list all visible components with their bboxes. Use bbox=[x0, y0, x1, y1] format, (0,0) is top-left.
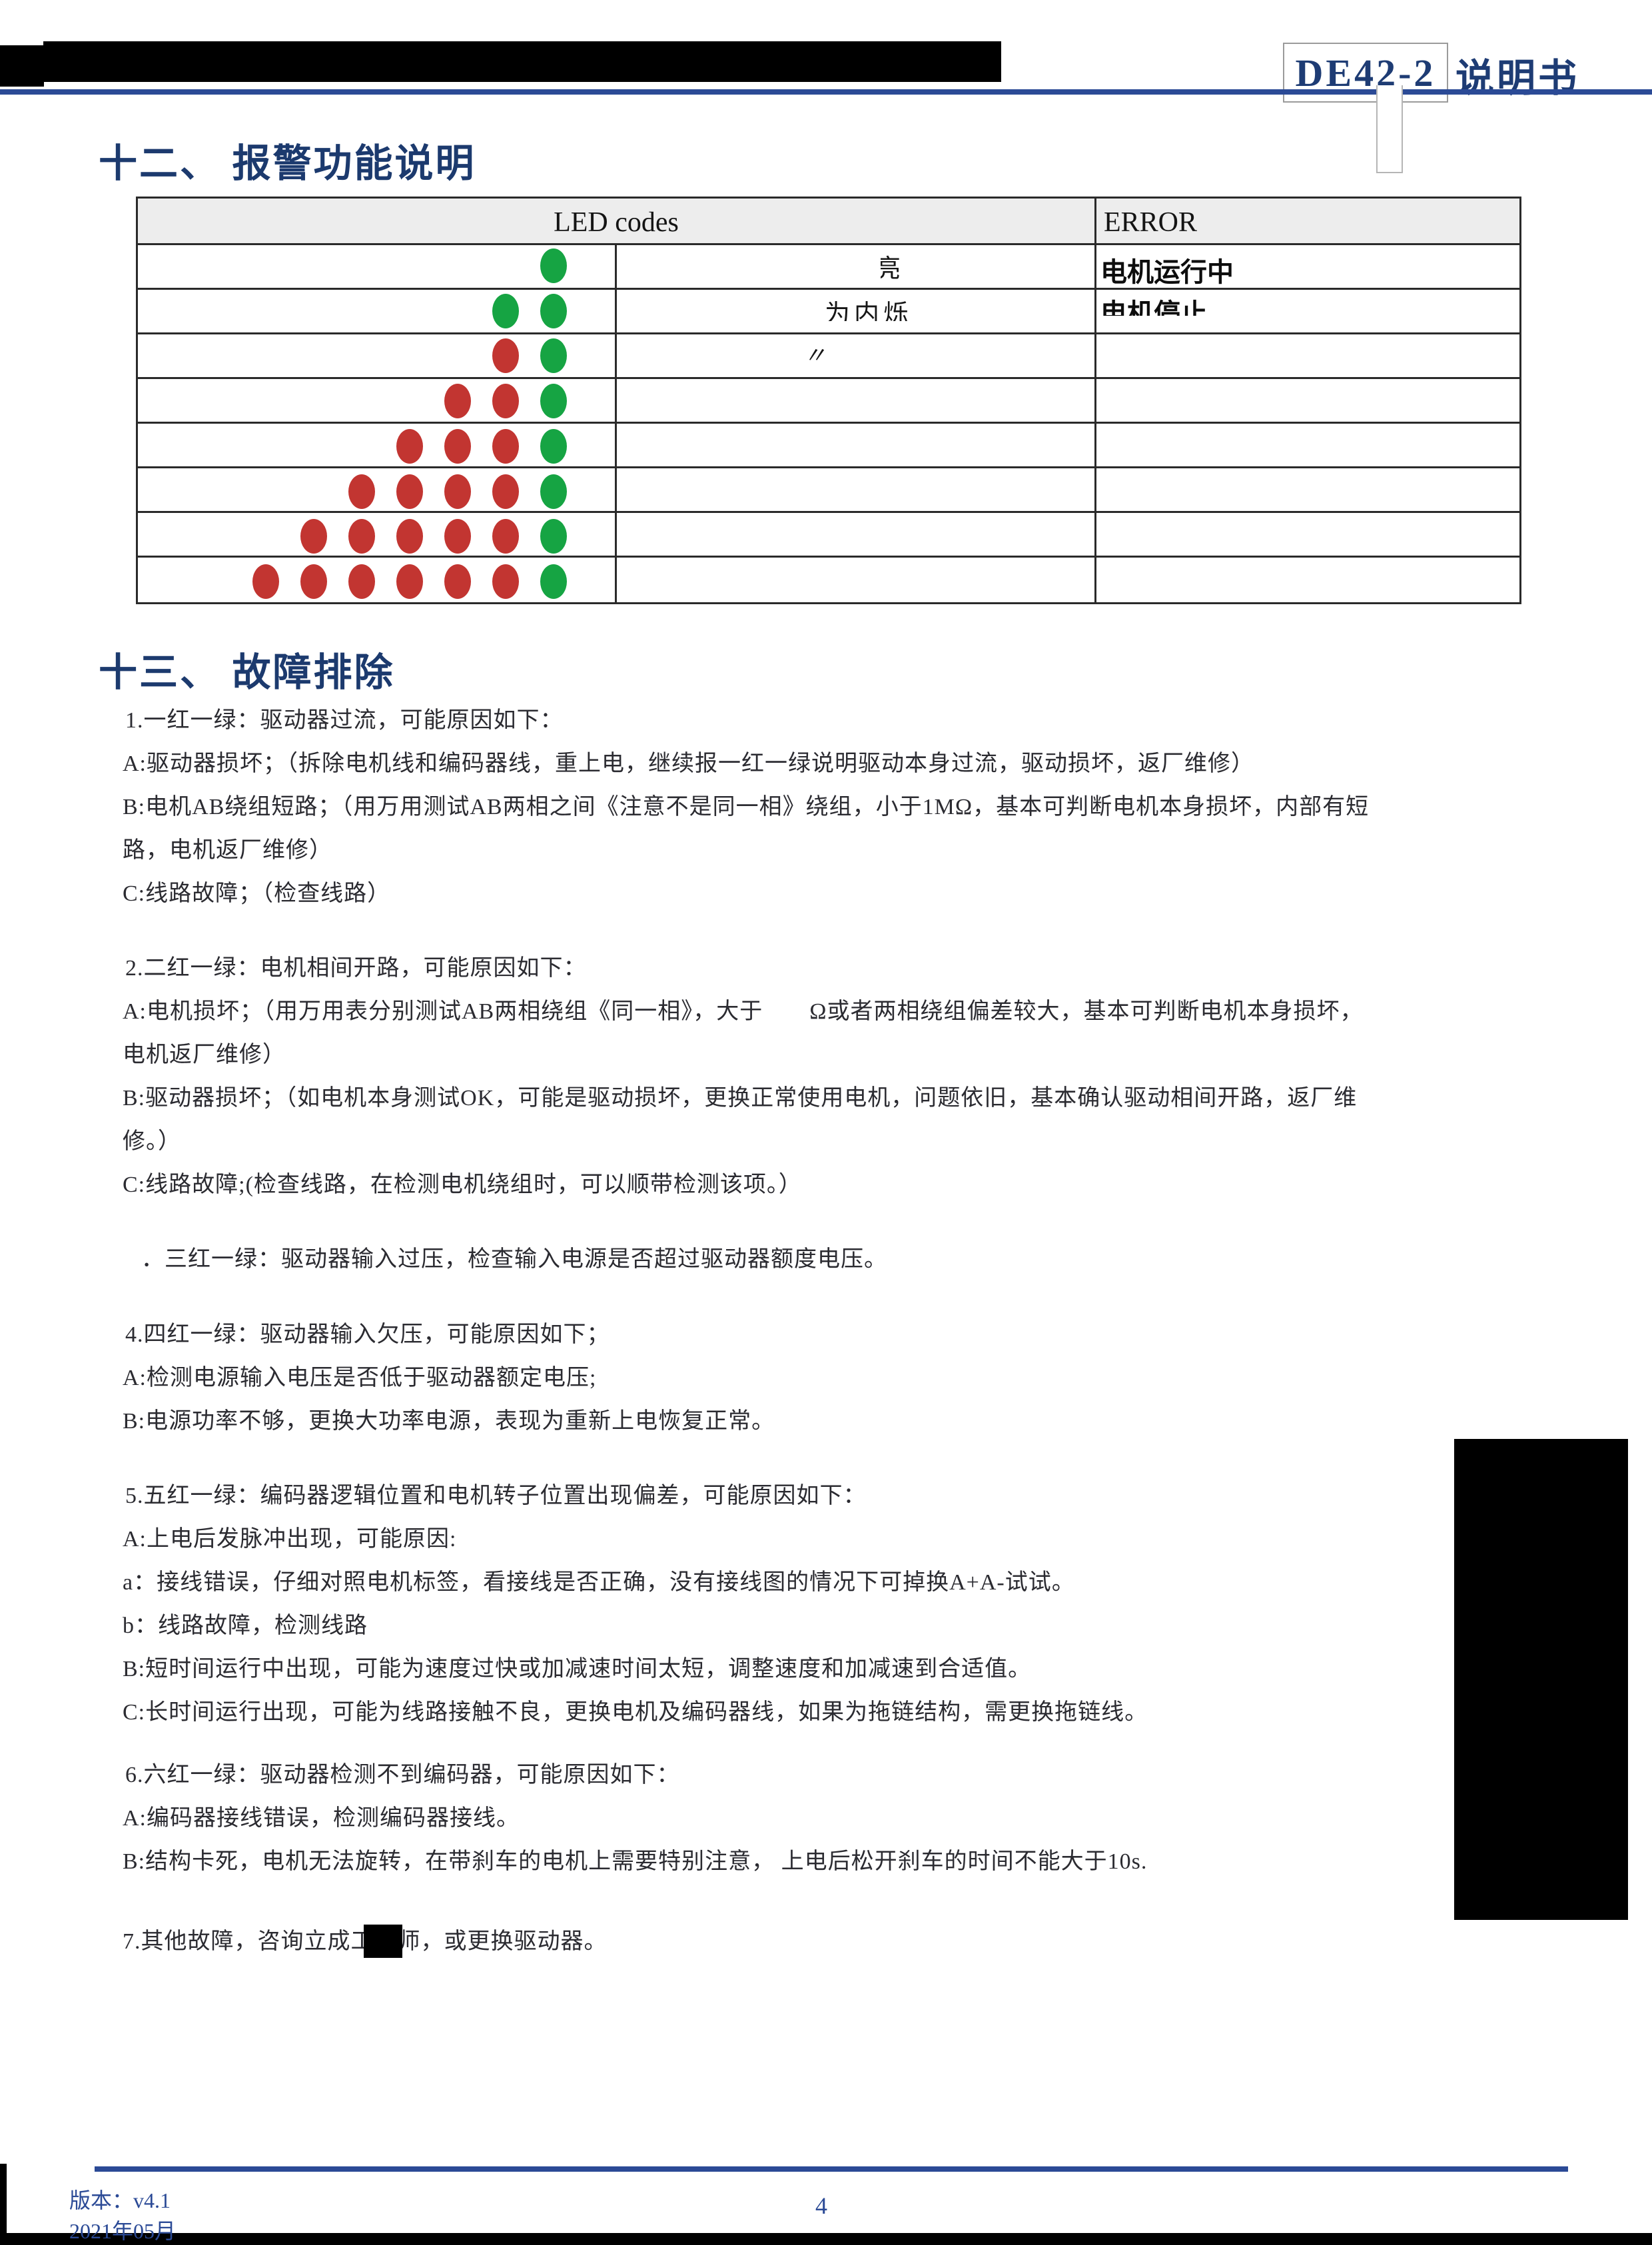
led-dot-green bbox=[540, 384, 567, 419]
led-dot-green bbox=[540, 519, 567, 554]
scan-artifact-text-cover bbox=[364, 1925, 402, 1958]
table-divider-left bbox=[615, 245, 617, 602]
led-dot-red bbox=[492, 428, 519, 464]
section-title-troubleshoot: 十三、 故障排除 bbox=[99, 651, 395, 694]
section-title-alarm: 十二、 报警功能说明 bbox=[99, 142, 476, 185]
led-dot-green bbox=[492, 293, 519, 328]
table-row bbox=[138, 513, 1519, 558]
page-number: 4 bbox=[815, 2192, 827, 2219]
table-row bbox=[138, 334, 1519, 379]
troubleshooting-line: b：线路故障，检测线路 bbox=[123, 1613, 368, 1638]
led-dot-red bbox=[396, 519, 423, 554]
table-row bbox=[138, 290, 1519, 334]
troubleshooting-line: A:驱动器损坏；（拆除电机线和编码器线，重上电，继续报一红一绿说明驱动本身过流，… bbox=[123, 751, 1254, 776]
led-dot-red bbox=[252, 564, 279, 600]
table-row bbox=[138, 245, 1519, 290]
scan-artifact-bottom-strip bbox=[0, 2233, 1652, 2245]
troubleshooting-line: B:电机AB绕组短路；（用万用测试AB两相之间《注意不是同一相》绕组，小于1MΩ… bbox=[123, 795, 1370, 819]
led-dot-red bbox=[348, 474, 375, 509]
troubleshooting-line: 4.四红一绿：驱动器输入欠压，可能原因如下； bbox=[125, 1322, 610, 1347]
led-dot-red bbox=[396, 564, 423, 600]
led-dot-green bbox=[540, 293, 567, 328]
troubleshooting-line: A:编码器接线错误，检测编码器接线。 bbox=[123, 1806, 520, 1831]
troubleshooting-line: B:驱动器损坏；（如电机本身测试OK，可能是驱动损坏，更换正常使用电机，问题依旧… bbox=[123, 1086, 1358, 1111]
table-text-fragment-2: 为内烁 bbox=[825, 301, 913, 321]
led-dot-red bbox=[348, 519, 375, 554]
led-dot-green bbox=[540, 474, 567, 509]
table-text-fragment-1: 亮 bbox=[881, 255, 901, 283]
led-dot-red bbox=[444, 384, 471, 419]
led-codes-table: LED codes ERROR bbox=[136, 197, 1521, 604]
table-cell-motor-stopped: 电机停止 bbox=[1100, 292, 1207, 316]
troubleshooting-line: a：接线错误，仔细对照电机标签，看接线是否正确，没有接线图的情况下可掉换A+A-… bbox=[123, 1570, 1075, 1595]
troubleshooting-line: C:线路故障；（检查线路） bbox=[123, 881, 391, 906]
led-dot-red bbox=[300, 564, 327, 600]
table-text-fragment-3: 〃 bbox=[803, 344, 826, 368]
troubleshooting-line: 路，电机返厂维修） bbox=[123, 838, 332, 863]
led-dot-red bbox=[492, 474, 519, 509]
led-codes-header: LED codes bbox=[554, 207, 679, 238]
troubleshooting-line: 修。） bbox=[123, 1129, 181, 1154]
led-dot-green bbox=[540, 564, 567, 600]
table-rows bbox=[138, 245, 1519, 602]
led-dot-red bbox=[492, 564, 519, 600]
troubleshooting-line: ．三红一绿：驱动器输入过压，检查输入电源是否超过驱动器额度电压。 bbox=[141, 1247, 887, 1272]
troubleshooting-line: B:短时间运行中出现，可能为速度过快或加减速时间太短，调整速度和加减速到合适值。 bbox=[123, 1657, 1032, 1681]
troubleshooting-line: C:长时间运行出现，可能为线路接触不良，更换电机及编码器线，如果为拖链结构，需更… bbox=[123, 1700, 1148, 1725]
table-cell-motor-running: 电机运行中 bbox=[1100, 257, 1234, 287]
led-dot-red bbox=[300, 519, 327, 554]
troubleshooting-line: 5.五红一绿：编码器逻辑位置和电机转子位置出现偏差，可能原因如下： bbox=[125, 1484, 867, 1508]
troubleshooting-line: B:电源功率不够，更换大功率电源，表现为重新上电恢复正常。 bbox=[123, 1409, 775, 1434]
scan-artifact-top-left-square bbox=[0, 45, 44, 87]
header-rule bbox=[0, 89, 1652, 95]
doc-model-label: DE42-2 bbox=[1295, 51, 1436, 95]
fragment-2-text: 为内烁 bbox=[825, 301, 913, 321]
footer-version: 版本：v4.1 bbox=[69, 2188, 171, 2212]
table-row bbox=[138, 558, 1519, 602]
led-dot-red bbox=[492, 338, 519, 374]
scan-artifact-top-bar bbox=[43, 41, 1001, 82]
led-dot-red bbox=[492, 519, 519, 554]
troubleshooting-line: 2.二红一绿：电机相间开路，可能原因如下： bbox=[125, 956, 587, 981]
troubleshooting-line: 1.一红一绿：驱动器过流，可能原因如下： bbox=[125, 708, 564, 733]
troubleshooting-line: A:电机损坏；（用万用表分别测试AB两相绕组《同一相》，大于 Ω或者两相绕组偏差… bbox=[123, 999, 1364, 1024]
led-dot-red bbox=[396, 474, 423, 509]
troubleshooting-line: A:检测电源输入电压是否低于驱动器额定电压; bbox=[123, 1366, 597, 1390]
table-header-row: LED codes ERROR bbox=[138, 199, 1519, 245]
led-dot-green bbox=[540, 428, 567, 464]
footer-date: 2021年05月 bbox=[69, 2219, 177, 2243]
table-divider-right bbox=[1094, 199, 1096, 602]
led-dot-green bbox=[540, 338, 567, 374]
table-row bbox=[138, 468, 1519, 513]
troubleshooting-line: 6.六红一绿：驱动器检测不到编码器，可能原因如下： bbox=[125, 1763, 680, 1787]
motor-stopped-text: 电机停止 bbox=[1100, 298, 1207, 316]
troubleshooting-line: A:上电后发脉冲出现，可能原因: bbox=[123, 1527, 457, 1552]
scan-artifact-right-block bbox=[1454, 1439, 1628, 1920]
error-header: ERROR bbox=[1104, 207, 1198, 238]
led-dot-red bbox=[492, 384, 519, 419]
led-dot-green bbox=[540, 248, 567, 283]
led-dot-red bbox=[444, 474, 471, 509]
table-row bbox=[138, 379, 1519, 424]
led-dot-red bbox=[444, 428, 471, 464]
led-dot-red bbox=[444, 564, 471, 600]
led-dot-red bbox=[396, 428, 423, 464]
led-dot-red bbox=[444, 519, 471, 554]
troubleshooting-line: 电机返厂维修） bbox=[123, 1043, 286, 1067]
troubleshooting-line: C:线路故障;(检查线路，在检测电机绕组时，可以顺带检测该项。） bbox=[123, 1172, 802, 1197]
table-row bbox=[138, 424, 1519, 468]
led-dot-red bbox=[348, 564, 375, 600]
scan-artifact-bottom-left bbox=[0, 2164, 7, 2245]
footer-rule bbox=[95, 2166, 1568, 2172]
troubleshooting-line: B:结构卡死，电机无法旋转，在带刹车的电机上需要特别注意， 上电后松开刹车的时间… bbox=[123, 1849, 1148, 1874]
header-tab-artifact bbox=[1376, 85, 1403, 173]
